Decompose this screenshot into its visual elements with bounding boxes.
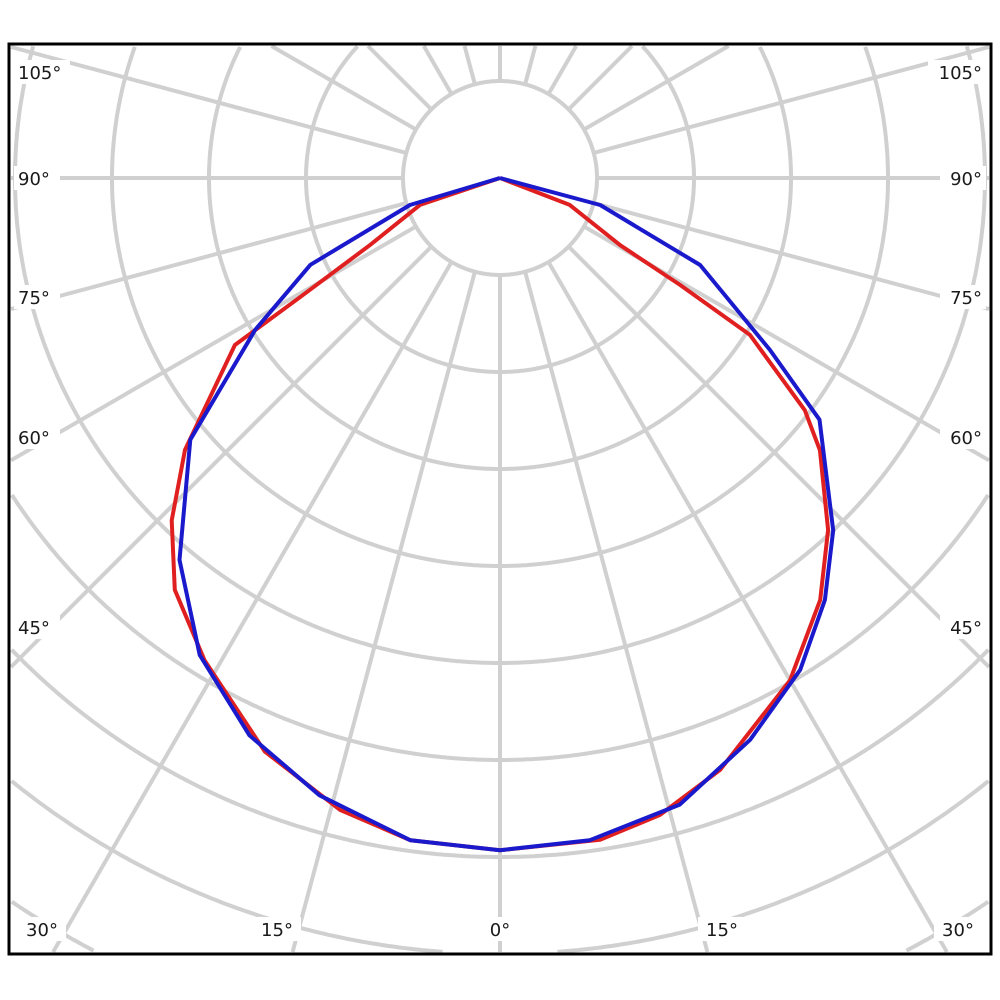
- angle-label-right-60: 60°: [950, 428, 982, 449]
- grid-spoke: [9, 245, 433, 669]
- grid-spoke: [567, 245, 991, 669]
- angle-label-left-75: 75°: [18, 288, 50, 309]
- grid-spoke: [51, 260, 454, 954]
- angle-label-bottom-0: 0°: [490, 920, 510, 941]
- angle-label-right-45: 45°: [950, 618, 982, 639]
- grid-spoke: [270, 44, 418, 132]
- grid-spoke: [593, 45, 990, 155]
- angle-labels: 105° 90° 75° 60° 45° 105° 90° 75° 60° 45…: [14, 60, 986, 941]
- angle-label-left-105: 105°: [18, 63, 61, 84]
- grid-spoke: [462, 45, 477, 85]
- grid-spoke: [290, 271, 477, 953]
- grid-spoke: [10, 201, 407, 311]
- angle-label-left-45: 45°: [18, 618, 50, 639]
- chart-frame: [7, 42, 993, 956]
- series-2-curve: [177, 176, 836, 853]
- grid-spoke: [567, 44, 634, 111]
- series-group: [169, 176, 836, 853]
- grid-spoke: [523, 45, 538, 85]
- grid-spoke: [523, 271, 710, 953]
- angle-label-right-105: 105°: [939, 63, 982, 84]
- grid-spoke: [593, 201, 990, 311]
- angle-label-left-60: 60°: [18, 428, 50, 449]
- angle-label-bottom-15-left: 15°: [261, 920, 293, 941]
- grid-spoke: [546, 45, 578, 95]
- grid-ring: [10, 779, 990, 954]
- angle-label-right-90: 90°: [950, 169, 982, 190]
- grid-ring: [10, 648, 990, 859]
- polar-grid: [9, 44, 991, 954]
- grid-spoke: [366, 44, 433, 111]
- grid-ring: [401, 79, 599, 277]
- angle-label-left-90: 90°: [18, 169, 50, 190]
- grid-spoke: [582, 44, 730, 132]
- angle-label-bottom-15-right: 15°: [706, 920, 738, 941]
- angle-label-bottom-30-right: 30°: [942, 920, 974, 941]
- grid-ring: [13, 45, 987, 665]
- angle-label-right-75: 75°: [950, 288, 982, 309]
- grid-spoke: [422, 45, 454, 95]
- angle-label-bottom-30-left: 30°: [26, 920, 58, 941]
- grid-spoke: [546, 260, 949, 954]
- grid-ring: [110, 46, 890, 568]
- grid-spoke: [10, 45, 407, 155]
